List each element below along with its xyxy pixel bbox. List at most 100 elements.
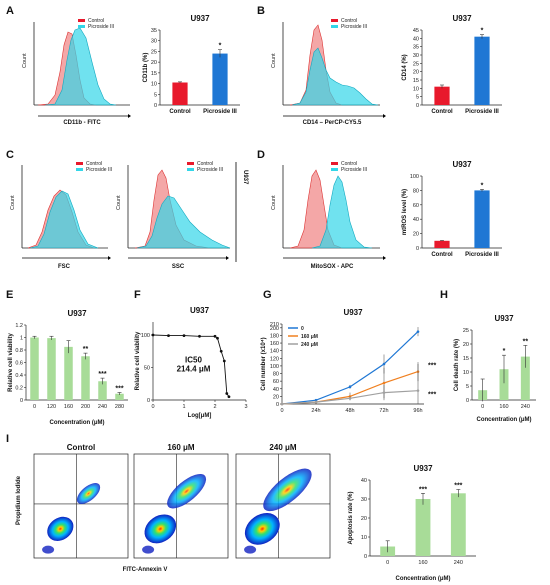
y-tick-label: 40 (413, 217, 419, 223)
bar (434, 240, 450, 248)
x-axis-label: FSC (58, 264, 71, 270)
count-axis-label: Count (271, 195, 277, 210)
facs-plots: Propidium Iodide FITC-Annexin V Control 1… (16, 443, 331, 573)
y-tick-label: 15 (463, 356, 469, 362)
x-tick-label: 0 (386, 560, 389, 566)
y-tick-label: 60 (273, 379, 279, 385)
x-tick-label: Picroside III (465, 109, 499, 115)
y-tick-label: 80 (273, 372, 279, 378)
y-tick-label: 5 (416, 95, 419, 101)
y-tick-label: 60 (413, 203, 419, 209)
histogram-fsc: Control Picroside III Count FSC (10, 161, 112, 270)
legend-label: 240 μM (301, 342, 318, 348)
x-axis-label: Concentration (μM) (477, 417, 532, 423)
y-axis-label: Cell death rate (%) (454, 339, 460, 391)
y-tick-label: 0 (416, 103, 419, 109)
x-tick-label: 96h (413, 408, 422, 414)
y-tick-label: 0 (154, 103, 157, 109)
panel-letter-g: G (263, 289, 272, 301)
x-tick-label: 48h (345, 408, 354, 414)
bar (474, 36, 490, 105)
histogram-cd11b: Control Picroside III Count CD11b - FITC (22, 18, 131, 126)
data-point (198, 334, 201, 338)
histogram-cd14: Control Picroside III Count CD14 – PerCP… (271, 18, 386, 126)
bar-chart-h: 0 5 10 15 20 25 U937 Cell death rate (%) 0 * 160 **… (454, 314, 536, 423)
bar (499, 369, 509, 400)
y-tick-label: 5 (154, 92, 157, 98)
x-tick-label: 0 (481, 404, 484, 410)
population-cloud (263, 468, 312, 512)
y-tick-label: 100 (270, 364, 279, 370)
data-point (280, 402, 284, 406)
y-tick-label: 0.2 (15, 386, 23, 392)
x-tick-label: 72h (379, 408, 388, 414)
y-tick-label: 40 (413, 36, 419, 42)
data-point (348, 396, 352, 400)
y-tick-label: 80 (413, 188, 419, 194)
y-tick-label: 1 (20, 336, 23, 342)
chart-title: U937 (67, 309, 87, 318)
bar (47, 338, 56, 400)
population-cloud (144, 514, 177, 544)
population-cloud (142, 545, 155, 554)
data-point (222, 359, 226, 363)
data-point (348, 385, 352, 389)
significance-mark: ** (523, 338, 529, 345)
data-point (416, 330, 420, 333)
line-chart-f: 0 50 100 U937 Relative cell viability 0 1 2 3 IC5… (135, 306, 248, 419)
bar-chart-b: 0 5 10 15 20 25 30 35 40 45 U937 CD14 (%) Control * Pi… (402, 14, 502, 115)
y-tick-label: 200 (270, 326, 279, 332)
y-axis-label: Cell number (x10⁴) (261, 337, 267, 390)
data-point (382, 381, 386, 385)
bar-chart-d: 0 20 40 60 80 100 U937 mtROS level (%) Control * P… (402, 160, 502, 258)
bar (115, 393, 124, 400)
chart-title: U937 (494, 314, 514, 323)
count-axis-label: Count (22, 53, 28, 68)
y-tick-label: 35 (413, 45, 419, 51)
legend-control: Control (86, 161, 102, 167)
bar (172, 82, 188, 105)
facs-plot: 160 μM (133, 443, 229, 559)
y-tick-label: 160 (270, 341, 279, 347)
population-cloud (244, 513, 280, 545)
bar-chart-a: 0 5 10 15 20 25 30 35 U937 CD11b (%) Control * Picro… (143, 14, 240, 115)
y-tick-label: 0 (466, 398, 469, 404)
x-tick-label: 240 (454, 560, 463, 566)
population-cloud (167, 473, 207, 509)
bar-chart-e: 0 0.2 0.4 0.6 0.8 1 1.2 U937 Relative cell viabi… (8, 309, 128, 426)
x-axis-label: Concentration (μM) (396, 576, 451, 582)
x-tick-label: 200 (81, 404, 90, 410)
facs-y-label: Propidium Iodide (16, 475, 22, 525)
x-axis-label: MitoSOX - APC (311, 264, 354, 270)
y-tick-label: 35 (151, 28, 157, 34)
significance-mark: * (503, 348, 506, 355)
y-tick-label: 10 (463, 370, 469, 376)
bar (81, 356, 90, 400)
significance-mark: *** (428, 392, 436, 399)
y-tick-label: 0 (147, 398, 150, 404)
x-axis-label: Concentration (μM) (50, 420, 105, 426)
y-tick-label: 0 (416, 246, 419, 252)
y-tick-label: 0.6 (15, 361, 23, 367)
bar (98, 381, 107, 400)
x-tick-label: Picroside III (465, 252, 499, 258)
data-point (213, 334, 217, 338)
bar (415, 499, 431, 556)
y-tick-label: 120 (270, 356, 279, 362)
count-axis-label: Count (271, 53, 277, 68)
y-tick-label: 25 (413, 61, 419, 67)
count-axis-label: Count (10, 195, 16, 210)
y-tick-label: 10 (151, 82, 157, 88)
x-tick-label: 1 (182, 404, 185, 410)
y-axis-label: Relative cell viability (8, 332, 14, 391)
significance-mark: *** (454, 483, 462, 490)
ic50-value: 214.4 μM (177, 365, 211, 374)
significance-mark: *** (428, 363, 436, 370)
data-point (216, 336, 219, 340)
data-point (227, 395, 231, 399)
y-tick-label: 140 (270, 349, 279, 355)
population-cloud (244, 545, 257, 554)
histogram-mitosox: Control Picroside III Count MitoSOX - AP… (271, 161, 386, 270)
legend-control: Control (88, 18, 104, 24)
